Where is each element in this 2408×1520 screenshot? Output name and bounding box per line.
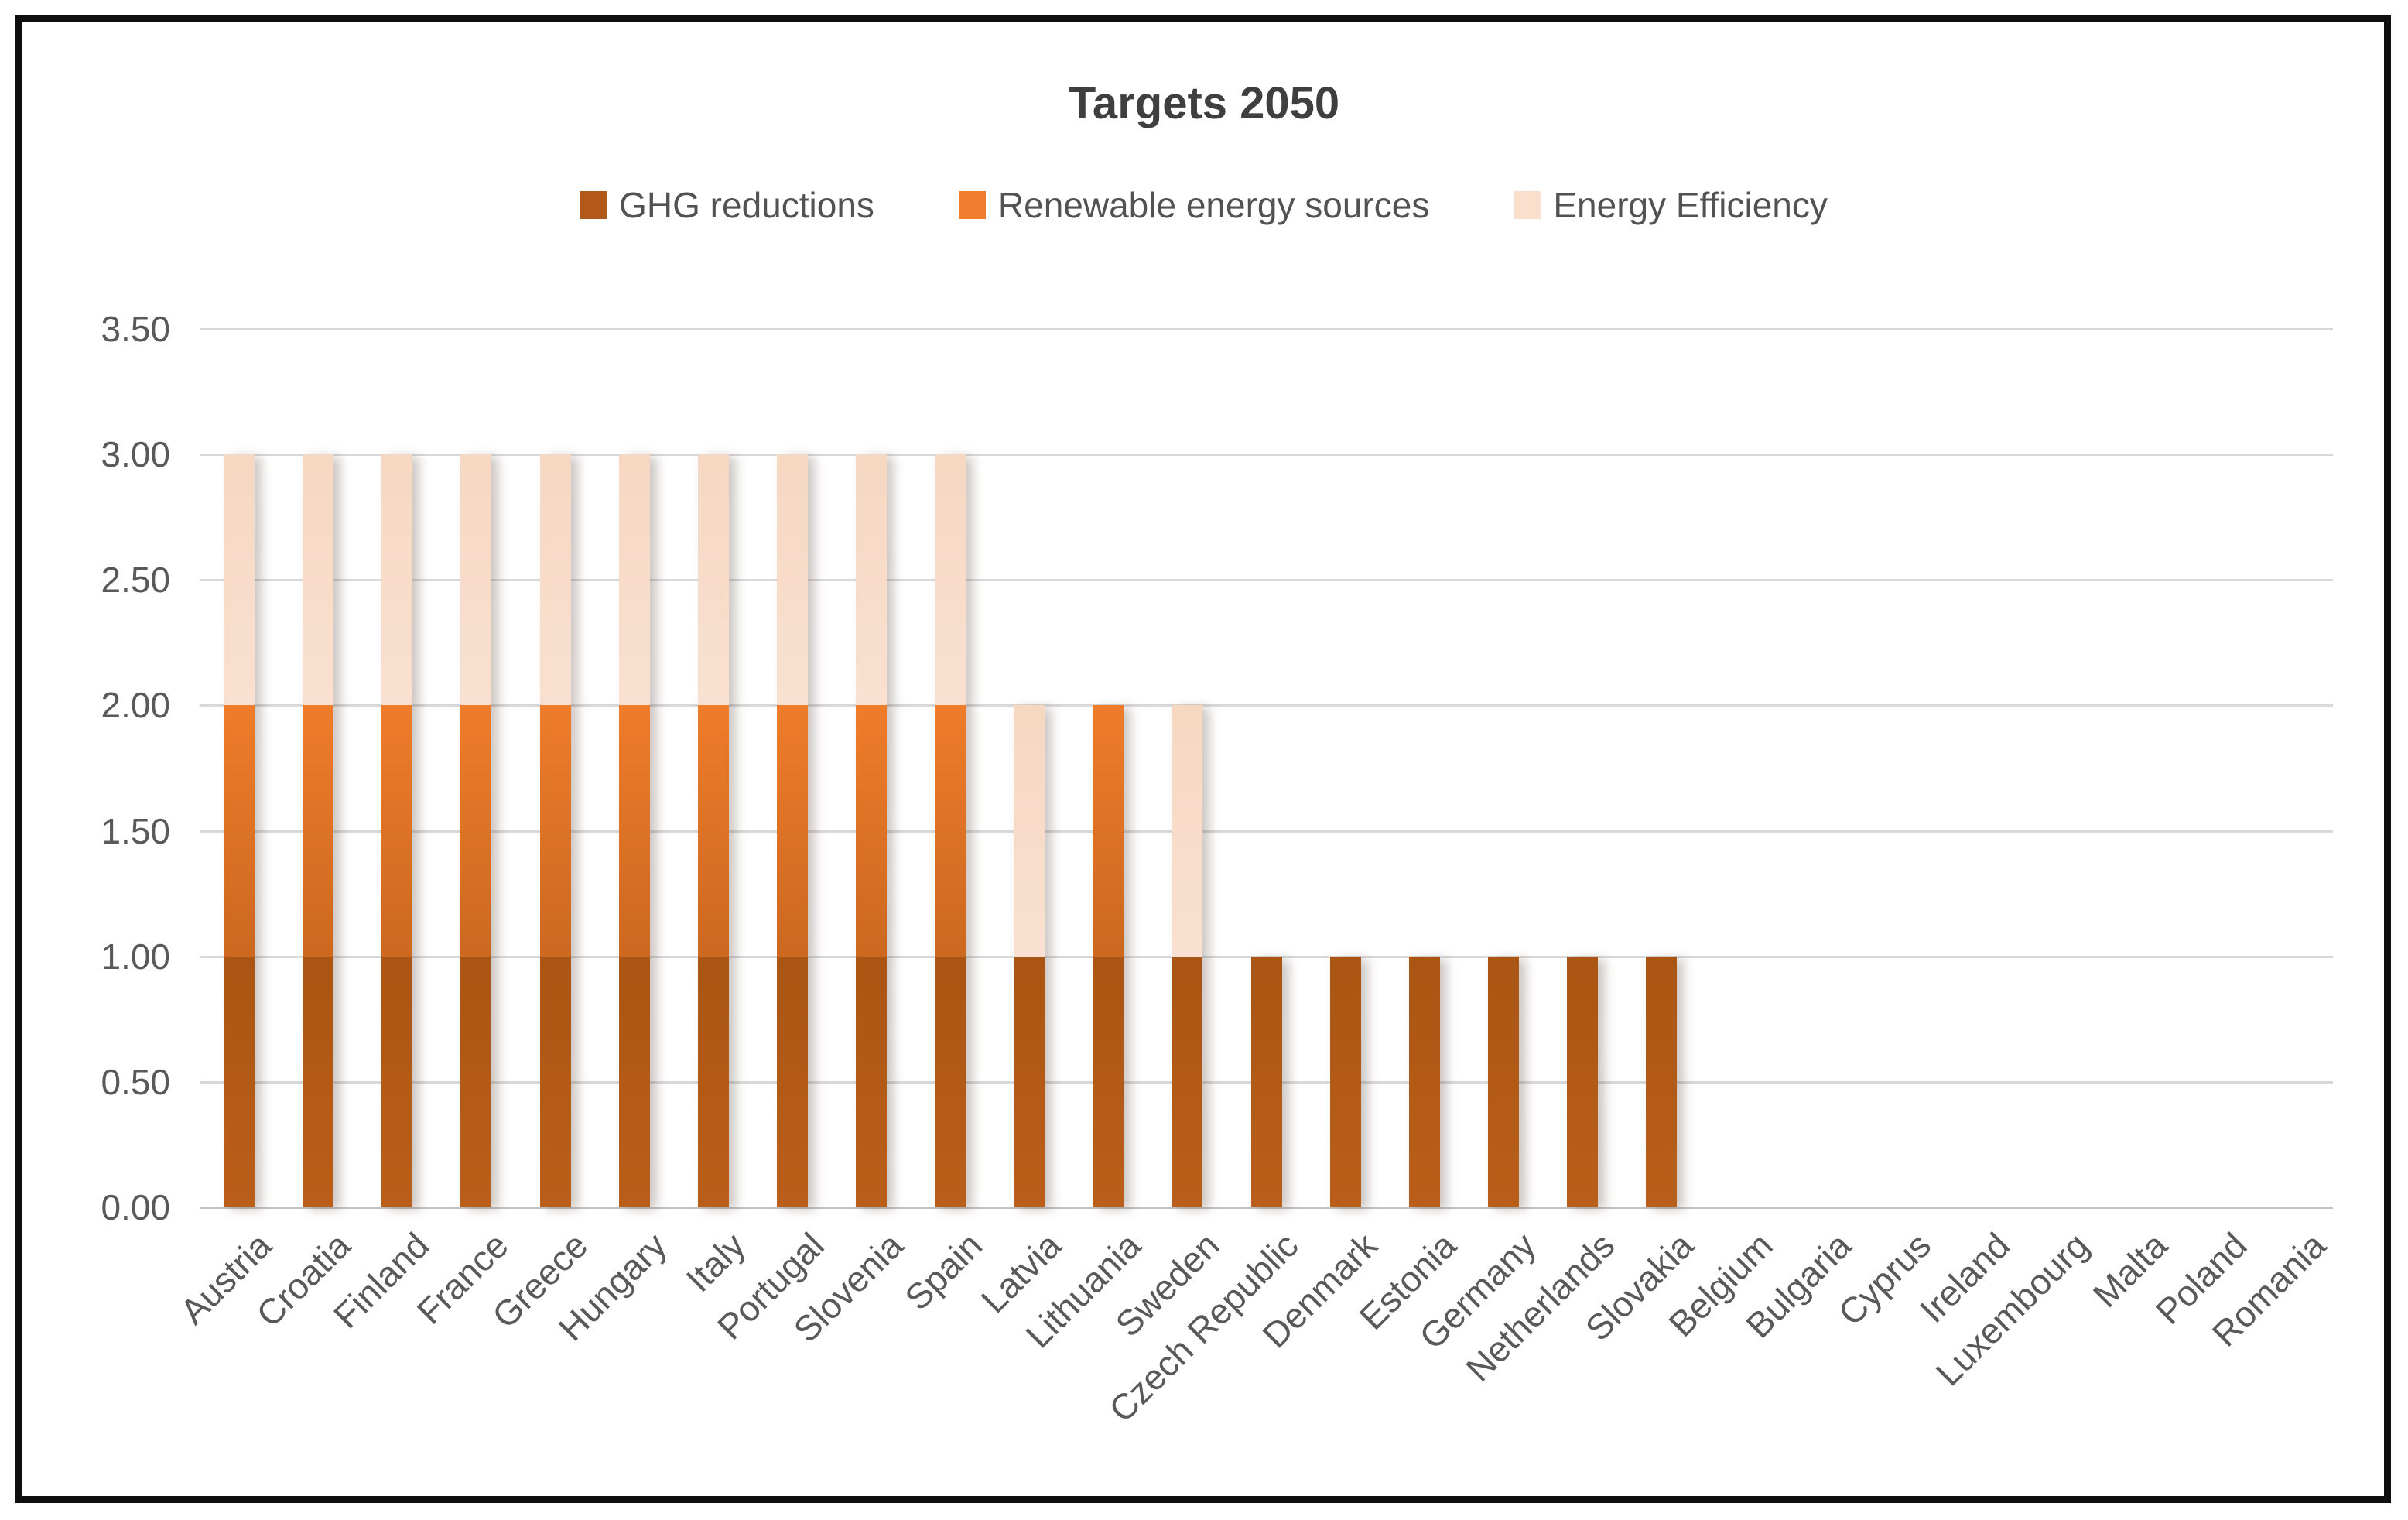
- gridline-2.50: [200, 579, 2333, 582]
- bar-estonia: [1408, 956, 1440, 1207]
- bar-czech-republic: [1250, 956, 1282, 1207]
- bar-segment-ghg-reductions-latvia: [1014, 956, 1045, 1207]
- bar-segment-ghg-reductions-czech-republic: [1250, 956, 1282, 1207]
- gridline-3.50: [200, 328, 2333, 330]
- bar-portugal: [776, 454, 808, 1207]
- bar-segment-ghg-reductions-portugal: [776, 956, 808, 1207]
- y-axis-tick-label-3.50: 3.50: [101, 309, 170, 349]
- bar-segment-ghg-reductions-italy: [697, 956, 729, 1207]
- legend-item-energy-efficiency: Energy Efficiency: [1514, 184, 1828, 226]
- bar-segment-energy-efficiency-latvia: [1014, 705, 1045, 957]
- bar-segment-energy-efficiency-hungary: [618, 454, 650, 706]
- bar-segment-renewable-energy-sources-france: [460, 705, 492, 957]
- bar-spain: [935, 454, 966, 1207]
- bar-segment-ghg-reductions-netherlands: [1566, 956, 1598, 1207]
- y-axis-tick-label-3.00: 3.00: [101, 434, 170, 475]
- bar-segment-ghg-reductions-slovakia: [1646, 956, 1678, 1207]
- legend-swatch-icon-ghg-reductions: [580, 191, 607, 219]
- bar-segment-ghg-reductions-lithuania: [1093, 956, 1124, 1207]
- bar-segment-ghg-reductions-croatia: [303, 956, 334, 1207]
- bar-latvia: [1014, 705, 1045, 1207]
- bar-segment-energy-efficiency-croatia: [303, 454, 334, 706]
- y-axis-tick-label-1.50: 1.50: [101, 810, 170, 851]
- bar-segment-energy-efficiency-spain: [935, 454, 966, 706]
- bar-segment-renewable-energy-sources-italy: [697, 705, 729, 957]
- legend-label-renewable-energy-sources: Renewable energy sources: [997, 185, 1430, 225]
- bar-segment-renewable-energy-sources-croatia: [303, 705, 334, 957]
- bar-segment-renewable-energy-sources-lithuania: [1093, 705, 1124, 957]
- legend-label-energy-efficiency: Energy Efficiency: [1553, 185, 1828, 225]
- bar-segment-renewable-energy-sources-slovenia: [855, 705, 887, 957]
- bar-segment-renewable-energy-sources-hungary: [618, 705, 650, 957]
- bar-france: [460, 454, 492, 1207]
- bar-segment-ghg-reductions-austria: [224, 956, 255, 1207]
- bar-segment-energy-efficiency-greece: [539, 454, 571, 706]
- bar-segment-ghg-reductions-denmark: [1329, 956, 1361, 1207]
- bar-hungary: [618, 454, 650, 1207]
- y-axis-tick-label-0.00: 0.00: [101, 1187, 170, 1227]
- bar-greece: [539, 454, 571, 1207]
- bar-germany: [1487, 956, 1519, 1207]
- bar-denmark: [1329, 956, 1361, 1207]
- bar-croatia: [303, 454, 334, 1207]
- bar-sweden: [1172, 705, 1203, 1207]
- bar-segment-ghg-reductions-greece: [539, 956, 571, 1207]
- legend-swatch-icon-energy-efficiency: [1514, 191, 1541, 219]
- bar-segment-energy-efficiency-sweden: [1172, 705, 1203, 957]
- gridline-2.00: [200, 704, 2333, 707]
- bar-segment-ghg-reductions-slovenia: [855, 956, 887, 1207]
- bar-austria: [224, 454, 255, 1207]
- y-axis-tick-label-2.00: 2.00: [101, 685, 170, 726]
- bar-italy: [697, 454, 729, 1207]
- y-axis-tick-label-1.00: 1.00: [101, 936, 170, 977]
- bar-segment-ghg-reductions-hungary: [618, 956, 650, 1207]
- bar-segment-renewable-energy-sources-austria: [224, 705, 255, 957]
- bar-segment-renewable-energy-sources-portugal: [776, 705, 808, 957]
- bar-segment-ghg-reductions-germany: [1487, 956, 1519, 1207]
- bar-slovakia: [1646, 956, 1678, 1207]
- chart-title: Targets 2050: [1068, 78, 1340, 128]
- bar-segment-ghg-reductions-sweden: [1172, 956, 1203, 1207]
- bar-segment-energy-efficiency-finland: [381, 454, 413, 706]
- bar-segment-ghg-reductions-france: [460, 956, 492, 1207]
- gridline-1.50: [200, 830, 2333, 833]
- x-axis-label-spain: Spain: [897, 1224, 990, 1318]
- legend-label-ghg-reductions: GHG reductions: [619, 185, 874, 225]
- bar-segment-ghg-reductions-finland: [381, 956, 413, 1207]
- y-axis-tick-label-0.50: 0.50: [101, 1061, 170, 1102]
- bar-segment-energy-efficiency-austria: [224, 454, 255, 706]
- bar-segment-renewable-energy-sources-finland: [381, 705, 413, 957]
- legend-item-renewable-energy-sources: Renewable energy sources: [959, 184, 1429, 226]
- bar-segment-energy-efficiency-france: [460, 454, 492, 706]
- bar-finland: [381, 454, 413, 1207]
- bar-segment-energy-efficiency-slovenia: [855, 454, 887, 706]
- bar-lithuania: [1093, 705, 1124, 1207]
- legend-item-ghg-reductions: GHG reductions: [580, 184, 874, 226]
- legend: GHG reductions Renewable energy sources En…: [0, 184, 2408, 226]
- gridline-0.00: [200, 1207, 2333, 1209]
- legend-swatch-icon-renewable-energy-sources: [959, 191, 986, 219]
- bar-segment-renewable-energy-sources-greece: [539, 705, 571, 957]
- bar-slovenia: [855, 454, 887, 1207]
- bar-segment-ghg-reductions-estonia: [1408, 956, 1440, 1207]
- bar-netherlands: [1566, 956, 1598, 1207]
- bar-segment-energy-efficiency-italy: [697, 454, 729, 706]
- bar-segment-renewable-energy-sources-spain: [935, 705, 966, 957]
- bar-segment-energy-efficiency-portugal: [776, 454, 808, 706]
- y-axis-tick-label-2.50: 2.50: [101, 560, 170, 601]
- bar-segment-ghg-reductions-spain: [935, 956, 966, 1207]
- gridline-3.00: [200, 454, 2333, 457]
